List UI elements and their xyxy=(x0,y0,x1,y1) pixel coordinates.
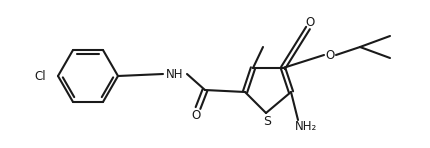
Text: NH₂: NH₂ xyxy=(294,119,316,132)
Text: Cl: Cl xyxy=(34,70,46,82)
Text: S: S xyxy=(262,115,270,127)
Text: O: O xyxy=(305,16,314,29)
Text: NH: NH xyxy=(166,67,183,81)
Text: O: O xyxy=(191,108,200,122)
Text: O: O xyxy=(325,49,334,62)
